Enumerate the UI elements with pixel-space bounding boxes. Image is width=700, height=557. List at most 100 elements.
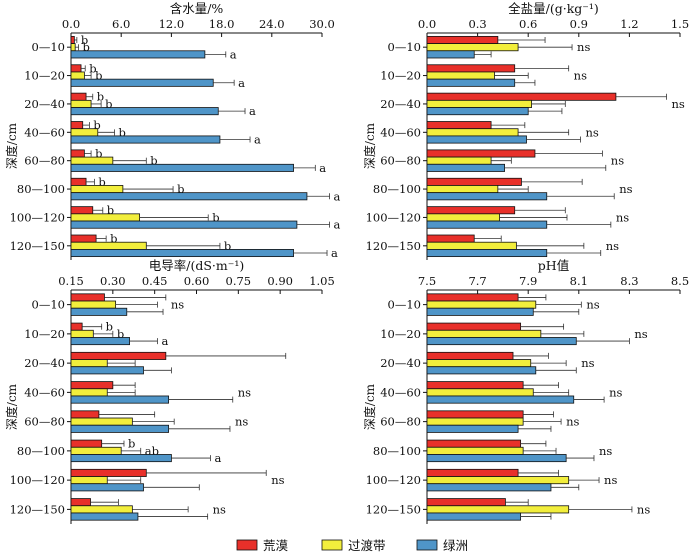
- bar-绿洲: [70, 483, 144, 492]
- significance-label: ns: [586, 298, 599, 312]
- bar-荒漠: [70, 381, 114, 390]
- bar-荒漠: [70, 498, 91, 507]
- category-label: 100—120: [366, 210, 421, 224]
- significance-label: a: [161, 334, 168, 348]
- significance-label: b: [97, 90, 104, 104]
- bar-过渡带: [426, 329, 542, 338]
- bar-绿洲: [426, 337, 577, 346]
- significance-label: b: [110, 232, 117, 246]
- category-label: 120—150: [10, 239, 65, 253]
- x-tick-label: 0.30: [100, 274, 126, 288]
- y-axis-label: 深度/cm: [4, 122, 19, 169]
- significance-label: ns: [213, 502, 226, 516]
- bar-绿洲: [426, 395, 575, 404]
- category-label: 20—40: [24, 97, 65, 111]
- bar-过渡带: [426, 505, 570, 514]
- bar-荒漠: [70, 149, 85, 158]
- x-tick-label: 0.0: [418, 17, 436, 31]
- significance-label: b: [89, 61, 96, 75]
- x-tick-label: 0.15: [58, 274, 84, 288]
- category-label: 40—60: [24, 125, 65, 139]
- x-tick-label: 6.0: [112, 17, 130, 31]
- bar-绿洲: [70, 454, 172, 463]
- category-label: 100—120: [10, 473, 65, 487]
- bar-绿洲: [70, 307, 128, 316]
- bar-荒漠: [426, 35, 499, 44]
- chart-title: 含水量/%: [170, 1, 224, 16]
- bar-荒漠: [426, 381, 524, 390]
- significance-label: ns: [599, 444, 612, 458]
- bar-荒漠: [426, 293, 519, 302]
- bar-绿洲: [70, 512, 139, 521]
- significance-label: ns: [619, 182, 632, 196]
- y-axis-label: 深度/cm: [4, 383, 19, 430]
- chart-title: 全盐量/(g·kg⁻¹): [508, 1, 599, 16]
- bar-过渡带: [426, 71, 495, 80]
- legend-item-1: 过渡带: [321, 538, 386, 553]
- significance-label: ns: [585, 125, 598, 139]
- bar-荒漠: [426, 468, 519, 477]
- bar-绿洲: [426, 192, 548, 201]
- category-label: 40—60: [24, 385, 65, 399]
- significance-label: ns: [634, 327, 647, 341]
- x-tick-label: 8.1: [570, 274, 588, 288]
- category-label: 80—100: [17, 182, 65, 196]
- legend-swatch: [416, 539, 438, 551]
- x-tick-label: 0.0: [62, 17, 80, 31]
- bar-过渡带: [70, 446, 122, 455]
- chart-panel-3: pH值 7.5 7.7 7.9 8.1 8.3 8.5 深度/cm 0—10 ns 10—20 ns 2…: [362, 258, 689, 524]
- bar-过渡带: [70, 99, 92, 108]
- bar-荒漠: [70, 206, 94, 215]
- significance-label: a: [254, 133, 261, 147]
- legend-item-0: 荒漠: [236, 538, 289, 553]
- legend-label: 绿洲: [443, 538, 468, 553]
- x-tick-label: 0.60: [184, 274, 210, 288]
- significance-label: ns: [611, 154, 624, 168]
- x-tick-label: 7.7: [468, 274, 486, 288]
- bar-过渡带: [70, 241, 147, 250]
- bar-绿洲: [426, 366, 537, 375]
- significance-label: ns: [171, 298, 184, 312]
- bar-绿洲: [70, 135, 221, 144]
- bar-过渡带: [426, 99, 532, 108]
- bar-绿洲: [70, 337, 130, 346]
- category-label: 80—100: [373, 182, 421, 196]
- bar-荒漠: [426, 234, 475, 243]
- x-tick-label: 1.5: [671, 17, 689, 31]
- significance-label: ns: [606, 239, 619, 253]
- category-label: 0—10: [32, 40, 65, 54]
- category-label: 120—150: [366, 239, 421, 253]
- significance-label: b: [98, 175, 105, 189]
- bar-绿洲: [70, 424, 170, 433]
- category-label: 60—80: [24, 415, 65, 429]
- x-tick-label: 18.0: [209, 17, 235, 31]
- bar-过渡带: [426, 300, 537, 309]
- bar-荒漠: [426, 206, 516, 215]
- bar-过渡带: [426, 417, 524, 426]
- bar-过渡带: [426, 185, 499, 194]
- category-label: 20—40: [380, 97, 421, 111]
- significance-label: a: [319, 161, 326, 175]
- y-axis-label: 深度/cm: [362, 122, 377, 169]
- significance-label: b: [81, 33, 88, 47]
- significance-label: ns: [616, 210, 629, 224]
- chart-title: 电导率/(dS·m⁻¹): [149, 258, 244, 273]
- significance-label: a: [214, 451, 221, 465]
- x-tick-label: 0.90: [267, 274, 293, 288]
- category-label: 40—60: [380, 125, 421, 139]
- bar-过渡带: [426, 388, 534, 397]
- significance-label: ns: [271, 473, 284, 487]
- chart-title: pH值: [538, 258, 569, 273]
- bar-荒漠: [426, 177, 522, 186]
- x-tick-label: 12.0: [159, 17, 185, 31]
- category-label: 10—20: [380, 327, 421, 341]
- bar-荒漠: [426, 149, 536, 158]
- bar-绿洲: [70, 107, 219, 116]
- category-label: 100—120: [366, 473, 421, 487]
- legend: 荒漠 过渡带 绿洲: [236, 538, 468, 553]
- significance-label: b: [224, 239, 231, 253]
- significance-label: ns: [637, 502, 650, 516]
- x-tick-label: 30.0: [309, 17, 335, 31]
- x-tick-label: 8.5: [671, 274, 689, 288]
- significance-label: ns: [574, 69, 587, 83]
